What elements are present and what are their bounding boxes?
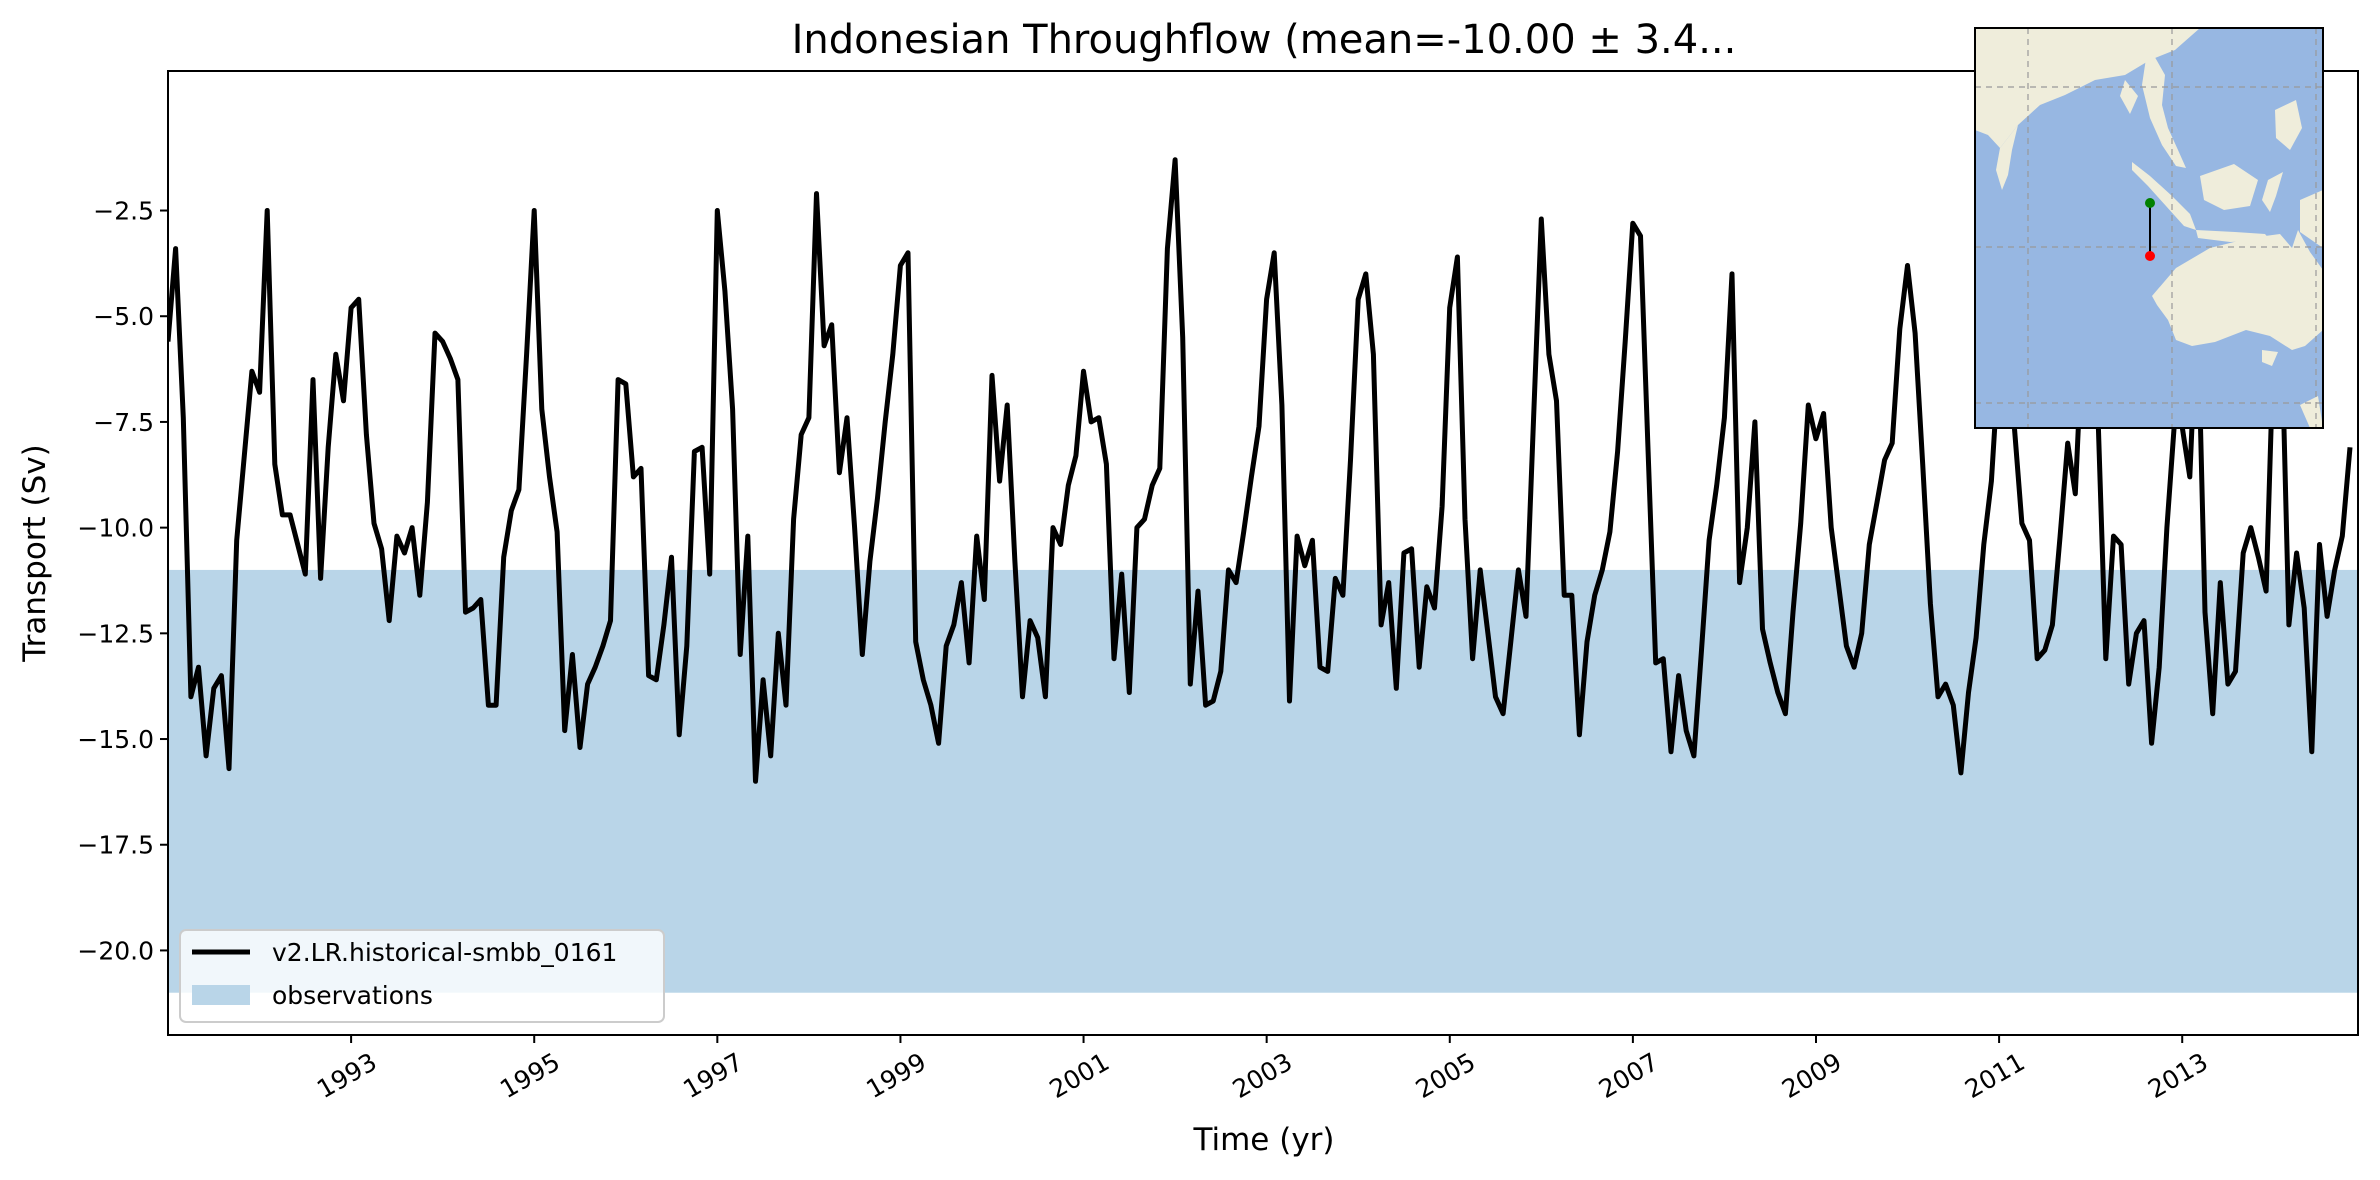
y-tick-label: −20.0 xyxy=(77,936,154,965)
y-tick-label: −2.5 xyxy=(93,197,154,226)
y-tick-label: −5.0 xyxy=(93,302,154,331)
x-tick-label: 1995 xyxy=(495,1047,565,1104)
y-tick-label: −7.5 xyxy=(93,408,154,437)
map-gridlines xyxy=(1975,28,2323,428)
model-series-line xyxy=(168,157,2353,784)
y-tick-label: −17.5 xyxy=(77,831,154,860)
x-tick-label: 1999 xyxy=(861,1047,931,1104)
plot-frame xyxy=(167,70,2359,1036)
observations-band xyxy=(168,569,2358,993)
section-end-marker xyxy=(2145,251,2155,261)
map-frame xyxy=(1974,27,2324,429)
x-tick-label: 2007 xyxy=(1594,1047,1664,1104)
x-tick-label: 2005 xyxy=(1411,1047,1481,1104)
x-tick-label: 1993 xyxy=(312,1047,382,1104)
x-tick-label: 2013 xyxy=(2143,1047,2213,1104)
y-axis-label: Transport (Sv) xyxy=(17,444,53,663)
y-tick-label: −15.0 xyxy=(77,725,154,754)
inset-map xyxy=(1974,27,2324,429)
x-tick-label: 1997 xyxy=(678,1047,748,1104)
chart-title: Indonesian Throughflow (mean=-10.00 ± 3.… xyxy=(792,17,1737,63)
section-start-marker xyxy=(2145,198,2155,208)
x-tick-label: 2001 xyxy=(1045,1047,1115,1104)
y-tick-label: −10.0 xyxy=(77,514,154,543)
x-axis-ticks: 1993 1995 1997 1999 2001 2003 2005 2007 2009 2011… xyxy=(312,1035,2213,1104)
x-tick-label: 2009 xyxy=(1777,1047,1847,1104)
legend-box xyxy=(179,929,665,1023)
x-tick-label: 2003 xyxy=(1228,1047,1298,1104)
legend-model-label: v2.LR.historical-smbb_0161 xyxy=(272,938,617,967)
legend: v2.LR.historical-smbb_0161 observations xyxy=(179,929,665,1023)
legend-observations-label: observations xyxy=(272,981,433,1010)
map-land xyxy=(1975,28,2323,428)
x-tick-label: 2011 xyxy=(1960,1047,2030,1104)
x-axis-label: Time (yr) xyxy=(1193,1122,1335,1158)
legend-observations-swatch xyxy=(192,985,250,1005)
y-tick-label: −12.5 xyxy=(77,619,154,648)
y-axis-ticks: −2.5 −5.0 −7.5 −10.0 −12.5 −15.0 −17.5 −20.0 xyxy=(77,197,168,965)
